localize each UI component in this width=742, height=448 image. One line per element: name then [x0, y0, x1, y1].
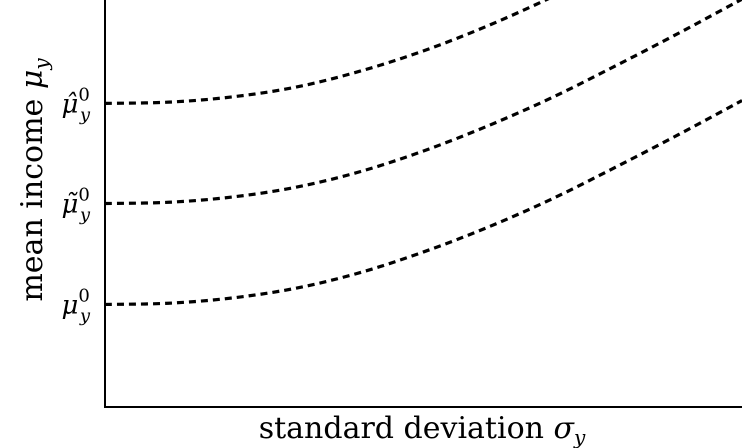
y-tick-labels: μ̂0 y μ̃0 y μ0 y	[61, 84, 90, 326]
y-axis-title: mean income μy	[15, 58, 53, 302]
plot-frame	[104, 0, 742, 408]
indifference-curve-3	[104, 99, 742, 307]
y-axis-title-text: mean income	[15, 89, 50, 301]
x-axis-title-symbol: σ	[554, 411, 576, 446]
indifference-curve-1	[104, 0, 550, 105]
x-axis-title: standard deviation σy	[259, 411, 586, 448]
y-axis-title-subscript: y	[29, 58, 53, 71]
y-tick-label-1: μ̂0 y	[61, 84, 90, 125]
indifference-curve-2	[104, 0, 742, 206]
x-axis-title-text: standard deviation	[259, 411, 554, 446]
y-axis-title-symbol: μ	[15, 70, 50, 90]
y-tick-label-3: μ0 y	[61, 285, 90, 326]
curve-group	[104, 0, 742, 307]
x-axis-title-subscript: y	[573, 425, 586, 448]
y-tick-label-2: μ̃0 y	[61, 185, 90, 226]
